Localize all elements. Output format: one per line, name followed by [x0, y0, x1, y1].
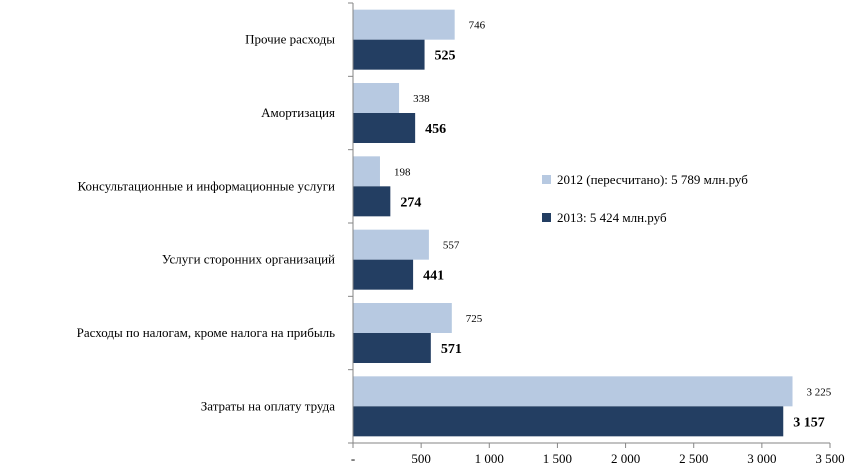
labels-group: 3 225 3 157 Затраты на оплату труда 725 571 Р… [77, 20, 845, 466]
bar-2012-0 [353, 376, 793, 407]
value-label-2012-5: 746 [469, 20, 486, 32]
legend-label-0: 2012 (пересчитано): 5 789 млн.руб [557, 172, 748, 187]
value-label-2012-3: 198 [394, 166, 411, 178]
category-label-3: Консультационные и информационные услуги [77, 178, 335, 193]
bars-group [353, 9, 793, 437]
x-tick-label-2: 1 000 [475, 451, 504, 466]
value-label-2012-0: 3 225 [807, 386, 832, 398]
bar-2012-3 [353, 156, 380, 187]
category-label-1: Расходы по налогам, кроме налога на приб… [77, 325, 335, 340]
value-label-2012-1: 725 [466, 313, 483, 325]
legend-swatch-0 [542, 175, 551, 184]
value-label-2012-2: 557 [443, 240, 460, 252]
bar-2013-5 [353, 39, 425, 70]
x-tick-label-7: 3 500 [815, 451, 844, 466]
bar-2012-4 [353, 83, 400, 113]
value-label-2012-4: 338 [413, 93, 430, 105]
x-tick-label-1: 500 [411, 451, 431, 466]
bar-2012-2 [353, 229, 429, 260]
category-label-0: Затраты на оплату труда [201, 398, 335, 413]
category-label-5: Прочие расходы [245, 32, 335, 47]
bar-2012-1 [353, 303, 452, 333]
bar-2013-4 [353, 113, 416, 143]
axes-group [348, 2, 831, 448]
value-label-2013-4: 456 [425, 122, 446, 137]
value-label-2013-3: 274 [400, 195, 421, 210]
x-tick-label-4: 2 000 [611, 451, 640, 466]
bar-2013-1 [353, 333, 431, 363]
bar-2013-3 [353, 186, 391, 217]
bar-2013-2 [353, 259, 414, 290]
legend: 2012 (пересчитано): 5 789 млн.руб 2013: 5… [542, 172, 748, 225]
x-tick-label-3: 1 500 [543, 451, 572, 466]
legend-swatch-1 [542, 213, 551, 222]
value-label-2013-5: 525 [435, 49, 456, 64]
value-label-2013-0: 3 157 [793, 415, 825, 430]
value-label-2013-1: 571 [441, 342, 462, 357]
x-tick-label-0: - [351, 451, 355, 466]
legend-label-1: 2013: 5 424 млн.руб [557, 210, 667, 225]
category-label-4: Амортизация [261, 105, 335, 120]
x-tick-label-5: 2 500 [679, 451, 708, 466]
bar-2012-5 [353, 9, 455, 40]
x-tick-label-6: 3 000 [747, 451, 776, 466]
category-label-2: Услуги сторонних организаций [162, 252, 335, 267]
bar-2013-0 [353, 406, 784, 437]
value-label-2013-2: 441 [423, 269, 444, 284]
